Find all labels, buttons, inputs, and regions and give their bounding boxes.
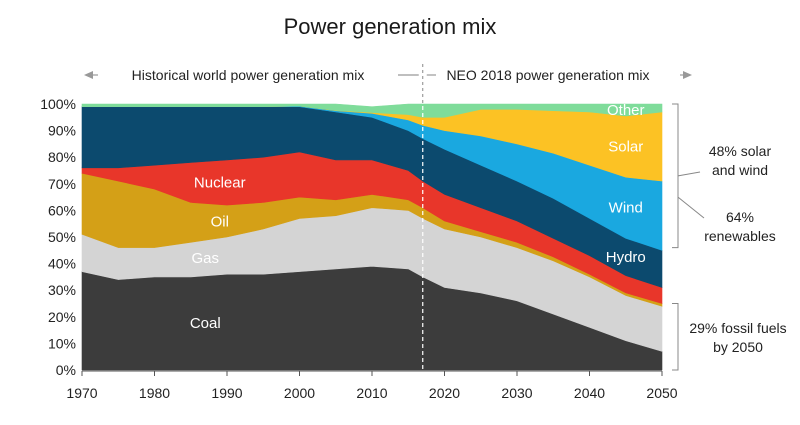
- annotation-text: 64%: [726, 209, 754, 225]
- annotation-text: 29% fossil fuels: [689, 320, 786, 336]
- annotation-leader: [677, 171, 701, 177]
- y-tick-label: 20%: [48, 309, 76, 325]
- label-solar: Solar: [608, 139, 643, 156]
- y-tick-label: 100%: [40, 96, 76, 112]
- x-tick-label: 2030: [501, 385, 532, 401]
- label-hydro: Hydro: [606, 249, 646, 266]
- y-tick-label: 80%: [48, 149, 76, 165]
- annotation-bracket: [672, 103, 679, 249]
- area-other: [81, 103, 663, 118]
- label-coal: Coal: [190, 315, 221, 332]
- period-header: Historical world power generation mix NEO…: [84, 67, 692, 83]
- chart-title: Power generation mix: [284, 14, 497, 39]
- arrow-left-icon: [84, 71, 93, 79]
- annotation-text: renewables: [704, 228, 776, 244]
- label-wind: Wind: [609, 200, 643, 217]
- label-other: Other: [607, 102, 645, 119]
- annotation-leader: [677, 196, 705, 219]
- x-tick-label: 1980: [139, 385, 170, 401]
- arrow-right-icon: [683, 71, 692, 79]
- y-tick-label: 70%: [48, 176, 76, 192]
- y-tick-label: 90%: [48, 123, 76, 139]
- x-tick-label: 1990: [211, 385, 242, 401]
- y-tick-label: 10%: [48, 335, 76, 351]
- y-tick-label: 0%: [56, 362, 76, 378]
- annotation-text: and wind: [712, 162, 768, 178]
- series-labels: Coal Gas Oil Nuclear Hydro Wind Solar Other: [190, 102, 646, 332]
- annotations: 48% solar and wind 64% renewables 29% fossil…: [672, 103, 787, 371]
- x-tick-label: 2010: [356, 385, 387, 401]
- x-tick-label: 2050: [646, 385, 677, 401]
- stacked-areas: [81, 103, 663, 371]
- annotation-text: 48% solar: [709, 143, 772, 159]
- x-tick-label: 2040: [574, 385, 605, 401]
- historical-period-label: Historical world power generation mix: [132, 67, 365, 83]
- annotation-text: by 2050: [713, 339, 763, 355]
- label-gas: Gas: [191, 250, 219, 267]
- annotation-bracket: [672, 303, 679, 371]
- y-tick-label: 50%: [48, 229, 76, 245]
- y-tick-label: 30%: [48, 282, 76, 298]
- label-oil: Oil: [211, 213, 229, 230]
- label-nuclear: Nuclear: [194, 174, 246, 191]
- x-tick-label: 2000: [284, 385, 315, 401]
- y-tick-label: 40%: [48, 256, 76, 272]
- x-tick-label: 2020: [429, 385, 460, 401]
- y-tick-label: 60%: [48, 202, 76, 218]
- x-tick-label: 1970: [66, 385, 97, 401]
- forecast-period-label: NEO 2018 power generation mix: [446, 67, 649, 83]
- axes: 0% 10% 20% 30% 40% 50% 60% 70% 80% 90% 100% 1970 198…: [40, 96, 678, 401]
